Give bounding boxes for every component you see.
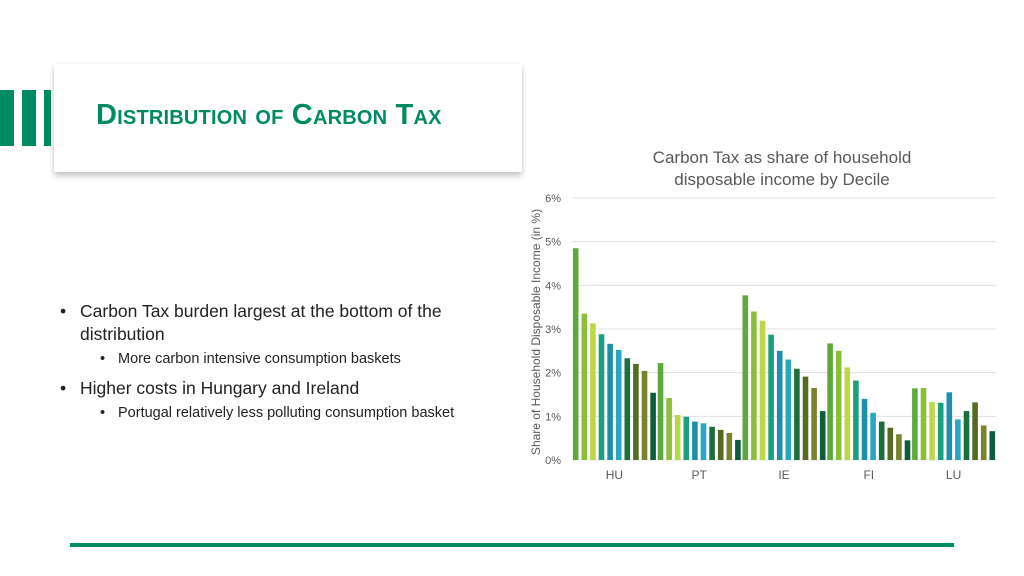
x-tick-labels: HU PT IE FI LU [606,468,962,482]
bar [887,427,894,460]
bar [683,416,690,460]
bullet-item: • Carbon Tax burden largest at the botto… [60,300,510,346]
chart-title-line-2: disposable income by Decile [674,170,889,189]
bar [581,313,588,460]
title-box [54,64,522,172]
bar [920,387,927,460]
decor-bar-1 [0,90,14,146]
bar [955,419,961,460]
bar [692,421,698,460]
bullet-dot: • [60,378,67,398]
bar [980,425,987,460]
y-tick-labels: 0% 1% 2% 3% 4% 5% 6% [545,193,561,467]
bullet-dot: • [100,405,106,421]
bar [802,376,809,460]
bar [946,392,953,460]
bar [700,423,707,460]
bar [641,370,648,460]
x-tick-label: HU [606,468,623,482]
bar [768,334,774,460]
y-tick-label: 5% [545,237,561,249]
bar [590,323,596,460]
bar [709,426,715,460]
x-tick-label: FI [863,468,874,482]
bullet-text: Carbon Tax burden largest at the bottom … [80,301,442,344]
bar [598,334,605,460]
bar [853,380,859,460]
footer-line [70,543,954,547]
bullet-text: Higher costs in Hungary and Ireland [80,378,360,398]
bar [861,398,868,460]
bar [972,402,978,460]
decor-bar-2 [22,90,36,146]
bar [878,421,885,460]
bar [785,359,792,460]
bullet-dot: • [60,301,67,321]
bar [794,368,800,460]
y-tick-label: 3% [545,324,561,336]
bar [735,439,741,460]
bar [819,411,826,460]
bar [963,411,970,460]
bar [904,440,911,460]
x-tick-label: PT [692,468,708,482]
bar [650,392,656,460]
y-tick-label: 1% [545,411,561,423]
sub-bullet-item: • More carbon intensive consumption bask… [60,349,510,369]
bar [657,363,664,460]
bar-chart: Carbon Tax as share of household disposa… [529,148,996,482]
plot-area [572,248,996,460]
sub-bullet-text: More carbon intensive consumption basket… [118,351,401,367]
bar [666,397,672,460]
bar [827,343,833,460]
bar [624,358,631,460]
bar [989,431,996,460]
bar [717,429,724,460]
bar [751,311,757,460]
bullet-item: • Higher costs in Hungary and Ireland [60,377,510,400]
bar [726,432,733,460]
bar [937,402,944,460]
bar [633,363,639,460]
bar [674,415,681,460]
bar [896,434,902,460]
bar [776,350,783,460]
sub-bullet-text: Portugal relatively less polluting consu… [118,405,455,421]
decor-bar-3 [44,90,51,146]
bar [572,248,579,460]
bullet-dot: • [100,351,106,367]
bar [607,343,613,460]
bar [615,349,622,460]
sub-bullet-item: • Portugal relatively less polluting con… [60,403,510,423]
bar [835,350,842,460]
x-tick-label: IE [778,468,789,482]
x-tick-label: LU [946,468,961,482]
bar [870,412,876,460]
bar [912,388,918,460]
bar [742,295,749,460]
y-tick-label: 6% [545,193,561,205]
bar [759,320,766,460]
bar [811,387,817,460]
bar [929,401,935,460]
y-axis-label: Share of Household Disposable Income (in… [529,209,543,455]
bullet-list: • Carbon Tax burden largest at the botto… [60,300,510,423]
y-tick-label: 4% [545,280,561,292]
y-tick-label: 2% [545,368,561,380]
y-tick-label: 0% [545,455,561,467]
slide-title: Distribution of Carbon Tax [96,99,442,131]
chart-title-line-1: Carbon Tax as share of household [653,148,912,167]
bar [844,367,851,460]
